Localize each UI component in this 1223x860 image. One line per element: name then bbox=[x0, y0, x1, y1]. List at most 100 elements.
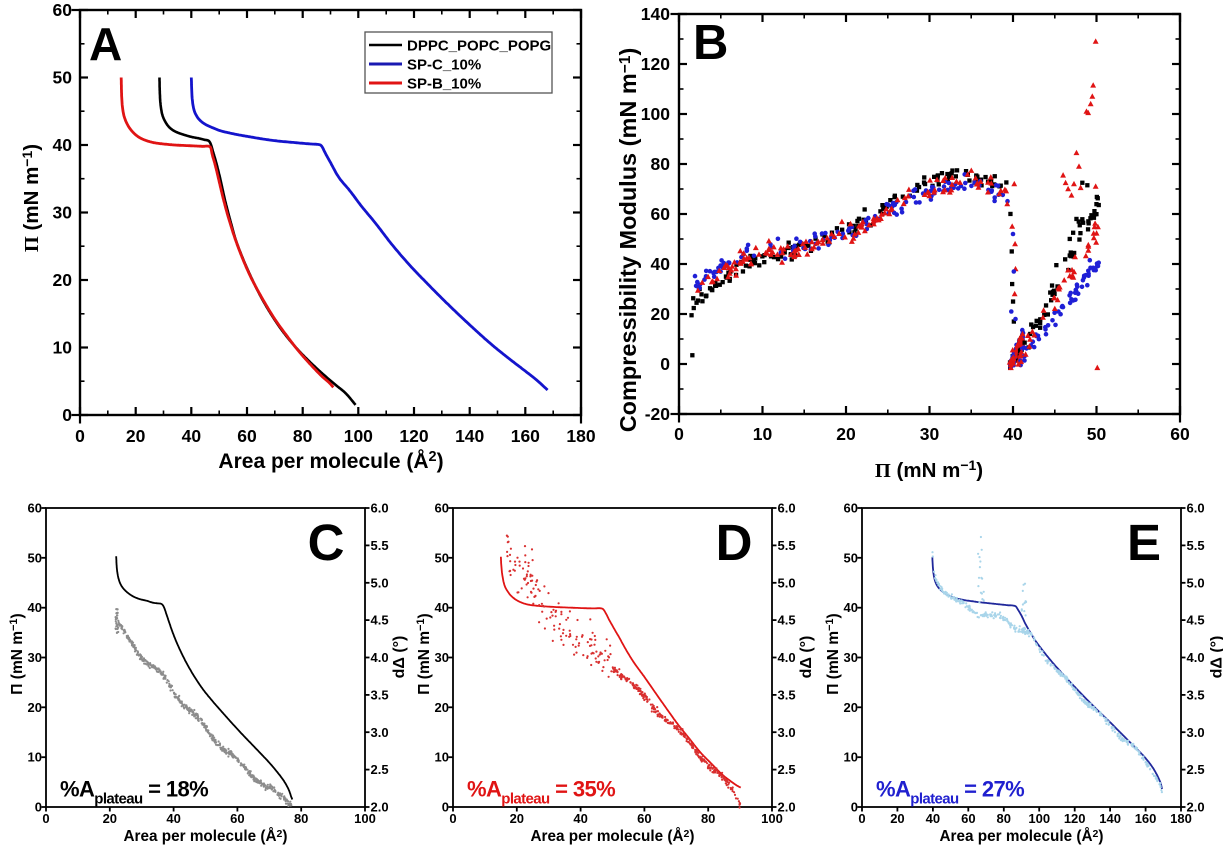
svg-text:SP-B_10%: SP-B_10% bbox=[407, 76, 481, 93]
svg-text:140: 140 bbox=[455, 426, 484, 446]
svg-text:2.5: 2.5 bbox=[778, 762, 796, 777]
svg-text:20: 20 bbox=[53, 270, 73, 290]
svg-text:40: 40 bbox=[926, 811, 940, 826]
svg-text:0: 0 bbox=[449, 811, 456, 826]
svg-text:30: 30 bbox=[53, 203, 73, 223]
svg-text:Area per molecule (Å2): Area per molecule (Å2) bbox=[531, 828, 695, 845]
svg-text:6.0: 6.0 bbox=[778, 501, 796, 516]
svg-text:6.0: 6.0 bbox=[1187, 501, 1205, 516]
svg-text:40: 40 bbox=[166, 811, 180, 826]
svg-text:60: 60 bbox=[435, 501, 449, 516]
svg-text:3.0: 3.0 bbox=[778, 725, 796, 740]
svg-text:B: B bbox=[693, 16, 728, 70]
svg-text:2.5: 2.5 bbox=[1187, 762, 1205, 777]
svg-text:80: 80 bbox=[997, 811, 1011, 826]
svg-text:100: 100 bbox=[761, 811, 783, 826]
svg-text:60: 60 bbox=[651, 204, 671, 224]
svg-text:20: 20 bbox=[126, 426, 146, 446]
svg-text:Π (mN m−1): Π (mN m−1) bbox=[415, 613, 433, 694]
svg-text:D: D bbox=[716, 514, 753, 571]
svg-text:dΔ (°): dΔ (°) bbox=[798, 636, 815, 679]
svg-text:120: 120 bbox=[641, 54, 670, 74]
svg-text:Compressibility Modulus (mN m−: Compressibility Modulus (mN m−1) bbox=[615, 48, 641, 433]
svg-text:Π (mN m−1): Π (mN m−1) bbox=[8, 613, 26, 694]
svg-text:30: 30 bbox=[28, 650, 42, 665]
svg-text:5.5: 5.5 bbox=[778, 538, 796, 553]
svg-text:DPPC_POPC_POPG: DPPC_POPC_POPG bbox=[407, 38, 551, 55]
svg-text:4.0: 4.0 bbox=[778, 650, 796, 665]
svg-text:60: 60 bbox=[28, 501, 42, 516]
svg-text:10: 10 bbox=[844, 750, 858, 765]
svg-text:40: 40 bbox=[1003, 424, 1023, 444]
svg-text:140: 140 bbox=[1099, 811, 1121, 826]
svg-text:SP-C_10%: SP-C_10% bbox=[407, 57, 481, 74]
svg-text:3.5: 3.5 bbox=[1187, 687, 1205, 702]
svg-text:C: C bbox=[308, 514, 345, 571]
svg-text:100: 100 bbox=[354, 811, 376, 826]
svg-text:40: 40 bbox=[573, 811, 587, 826]
svg-text:2.0: 2.0 bbox=[1187, 800, 1205, 815]
svg-text:60: 60 bbox=[237, 426, 257, 446]
svg-text:4.5: 4.5 bbox=[1187, 613, 1205, 628]
svg-text:20: 20 bbox=[510, 811, 524, 826]
svg-text:40: 40 bbox=[182, 426, 202, 446]
svg-text:20: 20 bbox=[103, 811, 117, 826]
svg-text:40: 40 bbox=[53, 135, 73, 155]
svg-text:3.5: 3.5 bbox=[778, 687, 796, 702]
svg-text:160: 160 bbox=[1135, 811, 1157, 826]
svg-text:20: 20 bbox=[836, 424, 856, 444]
svg-text:E: E bbox=[1127, 514, 1161, 571]
svg-text:A: A bbox=[89, 18, 122, 70]
svg-text:5.0: 5.0 bbox=[371, 575, 389, 590]
svg-text:50: 50 bbox=[28, 550, 42, 565]
svg-text:40: 40 bbox=[435, 600, 449, 615]
svg-text:100: 100 bbox=[1028, 811, 1050, 826]
svg-text:80: 80 bbox=[293, 426, 313, 446]
svg-text:180: 180 bbox=[1170, 811, 1192, 826]
svg-text:80: 80 bbox=[701, 811, 715, 826]
svg-text:3.0: 3.0 bbox=[371, 725, 389, 740]
svg-text:20: 20 bbox=[28, 700, 42, 715]
svg-text:0: 0 bbox=[62, 405, 72, 425]
svg-text:2.0: 2.0 bbox=[371, 800, 389, 815]
svg-text:50: 50 bbox=[1087, 424, 1107, 444]
svg-text:5.0: 5.0 bbox=[1187, 575, 1205, 590]
svg-text:100: 100 bbox=[344, 426, 373, 446]
svg-text:10: 10 bbox=[753, 424, 773, 444]
svg-text:0: 0 bbox=[674, 424, 684, 444]
svg-text:Area per molecule (Å2): Area per molecule (Å2) bbox=[124, 828, 288, 845]
svg-text:30: 30 bbox=[435, 650, 449, 665]
svg-text:40: 40 bbox=[651, 254, 671, 274]
svg-text:dΔ (°): dΔ (°) bbox=[1209, 636, 1223, 679]
svg-text:80: 80 bbox=[294, 811, 308, 826]
svg-text:5.5: 5.5 bbox=[371, 538, 389, 553]
svg-text:50: 50 bbox=[435, 550, 449, 565]
svg-text:140: 140 bbox=[641, 4, 670, 24]
svg-text:10: 10 bbox=[28, 750, 42, 765]
svg-text:60: 60 bbox=[637, 811, 651, 826]
svg-text:60: 60 bbox=[53, 0, 73, 20]
svg-text:0: 0 bbox=[442, 800, 449, 815]
svg-text:60: 60 bbox=[961, 811, 975, 826]
svg-text:40: 40 bbox=[844, 600, 858, 615]
svg-text:dΔ (°): dΔ (°) bbox=[391, 636, 408, 679]
svg-text:4.0: 4.0 bbox=[371, 650, 389, 665]
svg-text:30: 30 bbox=[920, 424, 940, 444]
svg-text:6.0: 6.0 bbox=[371, 501, 389, 516]
svg-text:-20: -20 bbox=[645, 404, 671, 424]
svg-text:50: 50 bbox=[53, 68, 73, 88]
svg-text:40: 40 bbox=[28, 600, 42, 615]
svg-text:10: 10 bbox=[53, 338, 73, 358]
svg-text:Area per molecule (Å2): Area per molecule (Å2) bbox=[218, 449, 443, 473]
svg-text:2.0: 2.0 bbox=[778, 800, 796, 815]
svg-text:0: 0 bbox=[851, 800, 858, 815]
svg-text:4.0: 4.0 bbox=[1187, 650, 1205, 665]
svg-text:Area per molecule (Å2): Area per molecule (Å2) bbox=[940, 828, 1104, 845]
svg-text:3.5: 3.5 bbox=[371, 687, 389, 702]
svg-text:3.0: 3.0 bbox=[1187, 725, 1205, 740]
svg-text:50: 50 bbox=[844, 550, 858, 565]
svg-text:0: 0 bbox=[75, 426, 85, 446]
svg-text:20: 20 bbox=[844, 700, 858, 715]
svg-text:60: 60 bbox=[1170, 424, 1190, 444]
svg-text:5.5: 5.5 bbox=[1187, 538, 1205, 553]
